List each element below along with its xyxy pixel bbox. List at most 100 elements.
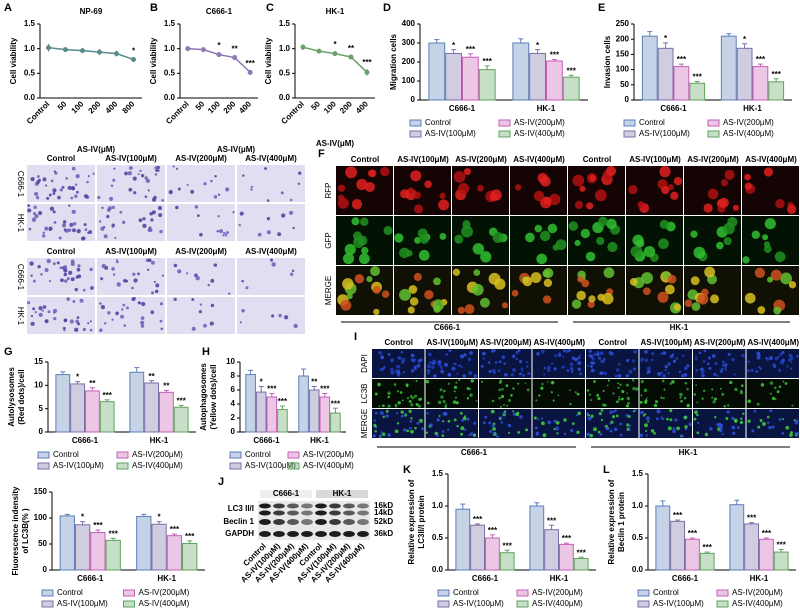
bar [173,406,189,433]
cell [250,188,253,191]
cell [534,224,543,233]
cell [719,387,722,390]
cell [512,387,515,390]
cell [696,401,699,404]
bar [85,390,100,433]
micrograph [97,297,165,334]
cell [44,268,49,273]
cell [721,392,725,396]
cell [643,245,656,258]
bar [105,539,121,571]
cell [505,384,509,387]
cell [119,210,123,214]
cell [785,425,790,430]
legend-swatch [716,600,729,608]
cell [571,299,582,309]
cell [52,192,56,195]
cell [771,425,775,429]
cell [701,373,705,378]
cell [703,349,707,353]
cell [498,417,502,420]
cell [414,237,421,244]
cell [617,386,620,389]
bar [166,535,183,571]
x-tick-label: 100 [206,99,222,115]
cell [402,357,406,362]
cell [666,417,669,421]
cell [89,328,93,332]
cell [427,372,430,375]
bar [573,557,589,571]
cell [693,246,706,259]
cell [473,269,481,276]
cell [414,426,417,430]
cell [80,236,86,241]
line [48,46,134,61]
cell [602,390,605,393]
cell [410,358,415,362]
cell [463,168,471,176]
cell [586,412,589,415]
y-tick-label: 1.0 [24,44,36,53]
cell [683,366,688,371]
cell [650,429,655,433]
cell [456,424,459,428]
cell [104,322,107,325]
band [343,510,355,516]
blot-size: 52kD [374,517,393,526]
cell [696,431,700,435]
cell [660,371,664,374]
cell [345,166,358,179]
cell [657,371,662,376]
cell [696,413,699,417]
cell [490,189,502,201]
cell [112,178,116,182]
cell [679,396,682,399]
x-tick-label: 200 [222,99,238,115]
cell [756,355,761,360]
cell [70,261,75,267]
cell [540,349,545,354]
cell [501,302,508,309]
cell [534,426,538,430]
band [259,503,271,509]
cell [452,268,461,276]
cell [729,380,733,385]
cell [646,397,648,400]
cell [453,170,466,183]
cell [464,428,467,432]
cell [679,392,682,395]
cell [394,429,399,434]
cell [631,379,635,382]
cell [707,362,710,366]
legend-swatch [123,589,135,597]
cell [577,411,582,416]
cell [387,433,391,437]
cell [418,249,430,261]
cell [111,225,115,228]
cell [48,193,52,197]
cell [374,392,378,396]
cell [591,357,595,361]
x-tick-label: C666-1 [253,436,280,445]
cell [492,427,496,431]
y-tick-label: 8 [231,371,236,380]
cell [145,178,151,184]
cell [217,193,221,196]
bar [655,505,671,571]
cell [210,303,215,308]
y-axis-label: LC3II/I protein [417,495,426,548]
cell [406,384,409,388]
cell [662,351,667,355]
cell [711,388,714,391]
cell [593,380,596,383]
bar [245,374,256,433]
cell [657,291,669,303]
cell [673,303,681,311]
cell [597,430,601,434]
cell [684,428,687,431]
panel-letter: F [318,148,325,160]
cell [154,289,159,294]
cell [577,367,581,371]
cell [382,404,385,408]
